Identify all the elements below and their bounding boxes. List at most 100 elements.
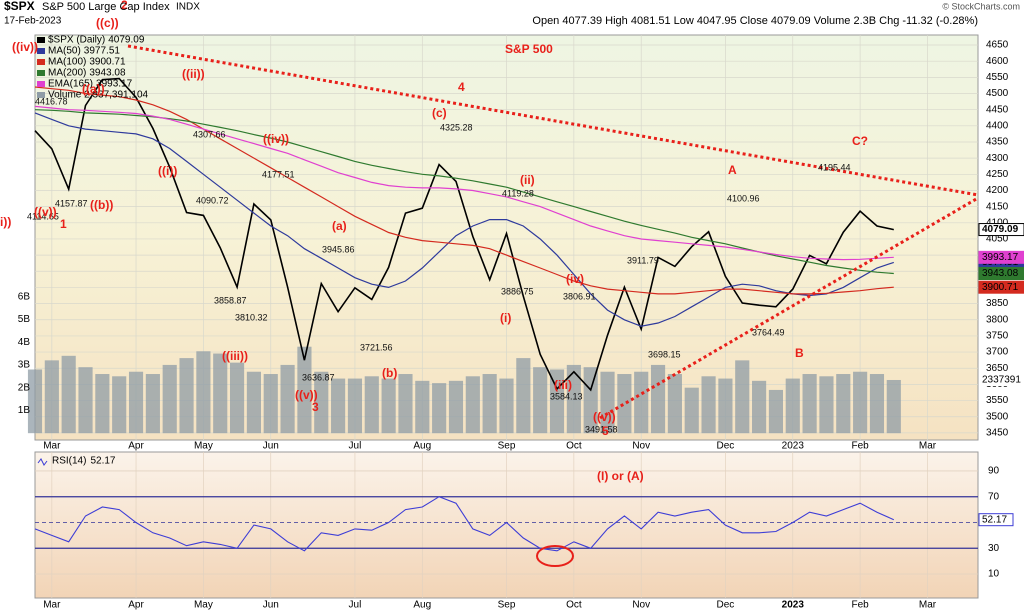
price-annotation: 4090.72 xyxy=(196,195,229,205)
x-tick-label: Sep xyxy=(498,441,516,452)
price-annotation: 3945.86 xyxy=(322,244,355,254)
legend-label: $SPX (Daily) xyxy=(48,35,105,46)
price-annotation: 3806.91 xyxy=(563,291,596,301)
volume-bar xyxy=(314,371,329,434)
wave-label: 5 xyxy=(602,424,609,438)
y-tick-label: 3650 xyxy=(986,363,1009,374)
y-tick-label: 4550 xyxy=(986,72,1009,83)
average-line xyxy=(34,112,894,327)
volume-bar xyxy=(785,378,800,434)
x-tick-label: Dec xyxy=(717,600,735,611)
volume-bar xyxy=(44,360,59,434)
x-tick-label: Aug xyxy=(413,441,431,452)
volume-bar xyxy=(448,380,464,434)
volume-bar xyxy=(735,360,750,434)
volume-tick-label: 6B xyxy=(18,291,31,302)
x-tick-label: Nov xyxy=(632,441,650,452)
volume-bar xyxy=(196,351,211,434)
legend-swatch xyxy=(37,59,45,65)
wave-label: B xyxy=(795,346,804,360)
wave-label: (I) or (A) xyxy=(597,469,644,483)
volume-tag: 2337391 xyxy=(982,375,1021,386)
price-annotation: 4100.96 xyxy=(727,193,760,203)
volume-bar xyxy=(533,367,548,434)
volume-bar xyxy=(162,364,177,434)
y-tick-label: 3500 xyxy=(986,411,1009,422)
x-tick-label: Oct xyxy=(566,600,582,611)
y-tick-label: 4500 xyxy=(986,88,1009,99)
x-tick-label: 2023 xyxy=(782,441,805,452)
x-tick-label: Nov xyxy=(632,600,650,611)
x-tick-label: Sep xyxy=(498,600,516,611)
average-line xyxy=(34,86,894,295)
x-tick-label: Dec xyxy=(717,441,735,452)
y-tick-label: 3700 xyxy=(986,347,1009,358)
volume-bar xyxy=(398,374,413,434)
volume-bar xyxy=(566,364,581,434)
wave-label: (a) xyxy=(332,219,347,233)
volume-bar xyxy=(432,383,447,434)
y-tick-label: 4150 xyxy=(986,201,1009,212)
volume-bar xyxy=(667,374,682,434)
volume-bar xyxy=(886,379,901,434)
rsi-highlight xyxy=(536,545,574,567)
wave-label: ((a)) xyxy=(82,82,105,96)
legend-label: EMA(165) xyxy=(48,79,93,90)
wave-label: ((i)) xyxy=(158,164,177,178)
volume-bar xyxy=(364,376,379,434)
x-tick-label: Feb xyxy=(852,600,870,611)
wave-label: (c) xyxy=(432,106,447,120)
volume-bar xyxy=(145,374,160,434)
y-tick-label: 4050 xyxy=(986,234,1009,245)
volume-bar xyxy=(465,376,480,434)
x-tick-label: Aug xyxy=(413,600,431,611)
volume-bar xyxy=(61,355,76,434)
volume-bar xyxy=(347,378,363,434)
wave-label: ((v)) xyxy=(295,388,318,402)
volume-bar xyxy=(634,371,649,434)
volume-bar xyxy=(836,374,851,434)
legend-value: 3900.71 xyxy=(89,57,126,68)
x-tick-label: 2023 xyxy=(782,600,805,611)
price-annotation: 3491.58 xyxy=(585,424,618,434)
y-tick-label: 4450 xyxy=(986,104,1009,115)
legend-swatch xyxy=(37,48,45,54)
price-annotation: 3721.56 xyxy=(360,342,393,352)
last-value-label: 3943.08 xyxy=(982,268,1019,279)
wave-label: ((v)) xyxy=(593,410,616,424)
volume-bar xyxy=(499,378,514,434)
rsi-tick-label: 30 xyxy=(988,543,1000,554)
x-tick-label: May xyxy=(194,441,213,452)
volume-bar xyxy=(331,378,346,434)
volume-bar xyxy=(280,364,295,434)
volume-bar xyxy=(128,371,144,434)
x-tick-label: Mar xyxy=(43,600,61,611)
price-annotation: 3810.32 xyxy=(235,312,268,322)
y-tick-label: 4650 xyxy=(986,40,1009,51)
price-annotation: 3911.79 xyxy=(627,255,659,265)
price-annotation: 4416.78 xyxy=(35,96,68,106)
volume-bar xyxy=(263,374,278,434)
volume-tick-label: 5B xyxy=(18,314,31,325)
last-value-tag xyxy=(979,373,1024,386)
wave-label: 4 xyxy=(458,80,465,94)
legend-label: MA(100) xyxy=(48,57,86,68)
x-tick-label: Jul xyxy=(349,441,362,452)
legend-value: 52.17 xyxy=(90,456,115,467)
x-tick-label: Apr xyxy=(128,600,144,611)
last-value-tag xyxy=(978,267,1024,281)
wave-label: 3 xyxy=(312,400,319,414)
volume-bar xyxy=(112,376,127,434)
legend-value: 3977.51 xyxy=(84,46,121,57)
x-tick-label: Oct xyxy=(566,441,582,452)
y-tick-label: 4400 xyxy=(986,120,1009,131)
volume-bar xyxy=(246,371,261,434)
volume-bar xyxy=(27,369,43,434)
last-value-label: 4079.09 xyxy=(982,224,1019,235)
last-value-tag xyxy=(978,250,1024,264)
title: S&P 500 Large Cap Index xyxy=(42,1,170,13)
volume-tick-label: 2B xyxy=(18,382,31,393)
y-tick-label: 3750 xyxy=(986,331,1009,342)
legend-value: 3943.08 xyxy=(89,68,126,79)
price-line xyxy=(34,77,894,392)
